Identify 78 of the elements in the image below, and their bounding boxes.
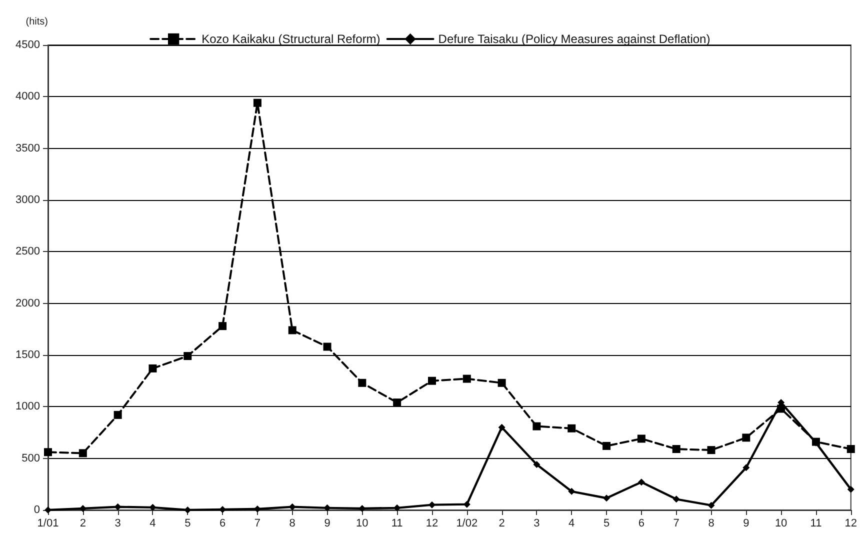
point: [498, 378, 506, 387]
x-tick-label: 3: [534, 518, 540, 530]
point: [358, 504, 366, 512]
x-tick-label: 9: [743, 518, 750, 530]
x-tick-label: 10: [356, 518, 368, 530]
x-tick-label: 11: [810, 518, 822, 530]
point: [603, 494, 610, 502]
point: [358, 378, 366, 387]
point: [428, 501, 436, 508]
point: [148, 364, 157, 372]
point: [777, 404, 786, 413]
point: [114, 410, 122, 419]
x-tick-label: 8: [289, 518, 296, 530]
point: [568, 488, 576, 495]
point: [462, 374, 471, 383]
x-tick-label: 6: [638, 518, 644, 530]
point: [394, 504, 401, 512]
x-tick-label: 4: [150, 518, 156, 530]
point: [742, 464, 750, 472]
x-tick-label: 5: [603, 518, 610, 530]
point: [742, 434, 750, 442]
y-tick-label: 3500: [16, 142, 40, 154]
point: [532, 422, 541, 430]
point: [393, 398, 402, 407]
point: [78, 449, 87, 458]
x-tick-label: 6: [219, 518, 226, 530]
y-tick-label: 0: [34, 504, 40, 516]
point: [44, 448, 52, 456]
point: [637, 434, 646, 443]
x-tick-label: 9: [324, 518, 330, 530]
point: [498, 424, 506, 431]
point: [463, 500, 470, 508]
point: [707, 446, 716, 454]
legend-label: Kozo Kaikaku (Structural Reform): [202, 32, 380, 46]
y-tick-label: 1000: [16, 400, 40, 413]
point: [323, 342, 332, 351]
point: [288, 503, 296, 510]
point: [253, 98, 262, 107]
point: [638, 478, 645, 486]
x-tick-label: 12: [844, 518, 858, 530]
x-tick-label: 1/02: [456, 518, 478, 530]
point: [568, 424, 576, 432]
x-tick-label: 7: [254, 518, 261, 530]
point: [602, 442, 611, 450]
point: [114, 503, 122, 510]
y-tick-label: 500: [22, 452, 40, 464]
x-tick-label: 5: [184, 518, 191, 530]
point: [847, 486, 854, 493]
x-tick-label: 12: [426, 518, 438, 530]
point: [324, 504, 331, 512]
y-tick-label: 4000: [16, 90, 40, 103]
legend-label: Defure Taisaku (Policy Measures against Deflation): [438, 32, 710, 46]
y-tick-label: 1500: [16, 349, 40, 361]
x-tick-label: 7: [673, 518, 680, 530]
x-tick-label: 2: [498, 518, 505, 530]
y-axis-title: (hits): [26, 16, 48, 28]
x-tick-label: 3: [114, 518, 121, 530]
point: [184, 352, 192, 360]
x-tick-label: 8: [708, 518, 714, 530]
point: [672, 445, 680, 454]
point: [708, 502, 715, 509]
point: [672, 496, 680, 503]
y-tick-label: 2000: [16, 297, 40, 310]
point: [846, 445, 855, 454]
point: [428, 376, 436, 385]
point: [218, 322, 227, 330]
x-tick-label: 10: [774, 518, 788, 530]
x-tick-label: 2: [80, 518, 86, 530]
point: [184, 506, 192, 514]
y-tick-label: 2500: [16, 246, 40, 258]
point: [149, 504, 156, 511]
y-tick-label: 3000: [16, 194, 40, 206]
x-tick-label: 4: [568, 518, 575, 530]
y-tick-label: 4500: [16, 39, 40, 51]
point: [533, 461, 540, 468]
point: [288, 326, 296, 334]
x-tick-label: 1/01: [37, 518, 59, 530]
x-tick-label: 11: [391, 518, 403, 530]
